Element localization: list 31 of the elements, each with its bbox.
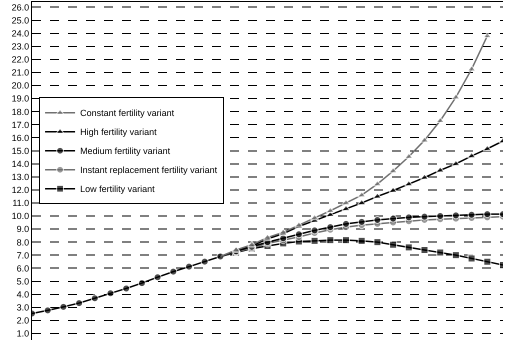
legend-label: Low fertility variant — [80, 184, 156, 194]
y-tick-label: 1.0 — [16, 328, 30, 339]
y-tick-label: 12.0 — [12, 185, 30, 196]
y-tick-label: 26.0 — [12, 2, 30, 12]
y-tick-label: 25.0 — [12, 15, 30, 26]
y-tick-label: 6.0 — [16, 263, 30, 274]
y-tick-label: 16.0 — [12, 132, 30, 143]
y-tick-label: 21.0 — [12, 68, 30, 78]
y-tick-label: 19.0 — [12, 94, 30, 104]
legend-label: Constant fertility variant — [80, 108, 175, 118]
y-tick-label: 14.0 — [12, 158, 30, 169]
y-tick-label: 5.0 — [16, 276, 30, 286]
legend-label: Instant replacement fertility variant — [80, 165, 218, 176]
y-tick-label: 8.0 — [16, 237, 30, 248]
y-tick-label: 2.0 — [16, 316, 30, 326]
legend-label: High fertility variant — [80, 127, 158, 138]
y-tick-label: 24.0 — [12, 28, 30, 38]
y-tick-label: 11.0 — [12, 198, 30, 208]
y-tick-label: 9.0 — [16, 224, 30, 234]
y-tick-label: 15.0 — [12, 146, 30, 156]
y-tick-label: 17.0 — [12, 120, 30, 130]
y-tick-label: 7.0 — [16, 250, 30, 260]
legend-label: Medium fertility variant — [80, 146, 171, 156]
y-tick-label: 10.0 — [12, 211, 30, 222]
y-tick-label: 20.0 — [12, 80, 30, 91]
y-tick-label: 22.0 — [12, 54, 30, 65]
y-tick-label: 23.0 — [12, 42, 30, 52]
y-tick-label: 18.0 — [12, 106, 30, 117]
y-tick-label: 13.0 — [12, 172, 30, 182]
y-tick-label: 4.0 — [16, 289, 30, 300]
y-tick-label: 3.0 — [16, 302, 30, 313]
